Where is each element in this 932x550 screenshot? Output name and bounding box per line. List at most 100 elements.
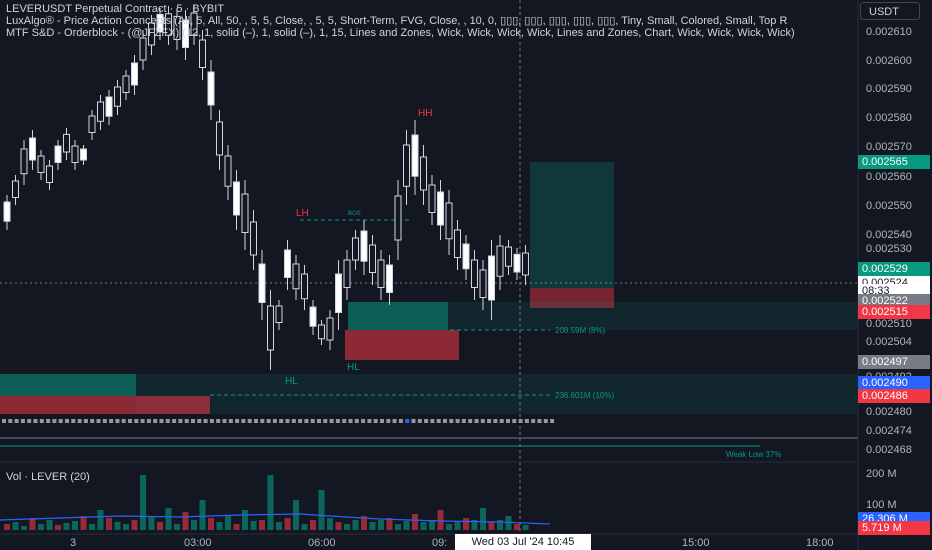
session-marker — [480, 419, 485, 423]
session-marker — [222, 419, 227, 423]
volume-bar — [89, 524, 95, 530]
time-axis[interactable]: 3 03:00 06:00 09: 15:00 18:00 — [70, 537, 834, 549]
volume-bar — [208, 518, 214, 530]
session-marker — [487, 419, 492, 423]
label-lh: LH — [296, 208, 309, 219]
session-marker — [71, 419, 76, 423]
session-marker — [398, 419, 403, 423]
candle-body — [156, 13, 164, 33]
price-badge-bull: 0.002529 — [858, 262, 930, 276]
session-marker — [392, 419, 397, 423]
candle-body — [46, 165, 53, 183]
candle-body — [3, 201, 11, 222]
session-marker — [235, 419, 240, 423]
session-marker — [33, 419, 38, 423]
volume-bar — [497, 520, 503, 530]
volume-bar — [12, 522, 19, 530]
volume-bar — [63, 523, 70, 530]
session-marker — [247, 419, 252, 423]
candle-body — [284, 249, 291, 278]
candle-body — [207, 71, 215, 106]
volume-legend[interactable]: Vol · LEVER (20) — [6, 471, 90, 483]
volume-bar — [29, 518, 36, 530]
session-marker — [140, 419, 145, 423]
volume-bar — [4, 524, 10, 530]
volume-bar — [310, 520, 316, 530]
candle-body — [386, 264, 393, 293]
time-tick: 09: — [432, 537, 447, 549]
session-marker — [153, 419, 158, 423]
volume-axis[interactable]: 200 M 100 M — [866, 468, 897, 511]
candle-body — [522, 252, 529, 276]
candle-body — [29, 137, 36, 161]
price-axis[interactable]: 0.002610 0.002600 0.002590 0.002580 0.00… — [866, 26, 912, 456]
session-marker — [121, 419, 126, 423]
price-tick: 0.002560 — [866, 171, 912, 183]
candle-body — [233, 181, 240, 216]
session-marker — [260, 419, 265, 423]
session-marker — [405, 419, 410, 423]
candle-body — [37, 155, 45, 173]
session-markers — [2, 419, 555, 423]
volume-bar — [182, 512, 189, 530]
session-marker — [165, 419, 170, 423]
volume-bar — [318, 490, 325, 530]
volume-bar — [378, 520, 384, 530]
candle-body — [437, 191, 444, 226]
volume-bar — [97, 510, 104, 530]
price-badge-red: 0.002515 — [858, 305, 930, 319]
volume-bar — [157, 522, 163, 530]
session-marker — [134, 419, 139, 423]
session-marker — [52, 419, 57, 423]
volume-bar — [429, 520, 435, 530]
currency-button[interactable]: USDT — [860, 2, 920, 20]
candle-body — [454, 229, 461, 258]
indicator-legend-mtf[interactable]: MTF S&D - Orderblock - (@JFZFX) (12, 1, … — [6, 27, 795, 39]
candle-body — [12, 180, 19, 198]
volume-bar — [327, 518, 333, 530]
session-marker — [329, 419, 334, 423]
session-marker — [449, 419, 454, 423]
candle-body — [250, 221, 257, 256]
candles — [3, 5, 529, 370]
indicator-legend-luxalgo[interactable]: LuxAlgo® - Price Action Concepts (All, 5… — [6, 15, 788, 27]
session-marker — [254, 419, 258, 423]
session-marker — [342, 419, 347, 423]
session-marker — [8, 419, 13, 423]
volume-bar — [216, 522, 223, 530]
price-tick: 0.002570 — [866, 141, 912, 153]
candle-body — [139, 37, 147, 61]
candle-body — [369, 244, 376, 273]
label-vol-zone-1: 208.59M (8%) — [555, 326, 606, 335]
label-hh: HH — [418, 108, 432, 119]
volume-bar — [123, 524, 129, 530]
price-tick: 0.002610 — [866, 26, 912, 38]
volume-bar — [276, 522, 282, 530]
volume-bar — [148, 516, 155, 530]
price-tick: 0.002580 — [866, 112, 912, 124]
session-marker — [241, 419, 246, 423]
session-marker — [443, 419, 447, 423]
volume-bars — [4, 475, 529, 530]
symbol-title[interactable]: LEVERUSDT Perpetual Contract · 5 · BYBIT — [6, 3, 225, 15]
session-marker — [304, 419, 309, 423]
volume-bar — [386, 518, 393, 530]
session-marker — [461, 419, 466, 423]
session-marker — [310, 419, 315, 423]
candle-body — [114, 86, 121, 107]
session-marker — [512, 419, 517, 423]
session-marker — [455, 419, 460, 423]
volume-ma-line — [0, 513, 551, 525]
volume-bar — [437, 510, 444, 530]
session-marker — [317, 419, 321, 423]
supply-zone-right — [530, 162, 614, 288]
candle-body — [343, 259, 351, 288]
candle-body — [190, 12, 198, 36]
volume-bar — [514, 524, 520, 530]
candle-body — [71, 145, 79, 163]
volume-bar — [165, 508, 172, 530]
time-tick: 15:00 — [682, 537, 710, 549]
session-marker — [172, 419, 177, 423]
volume-bar — [301, 524, 308, 530]
